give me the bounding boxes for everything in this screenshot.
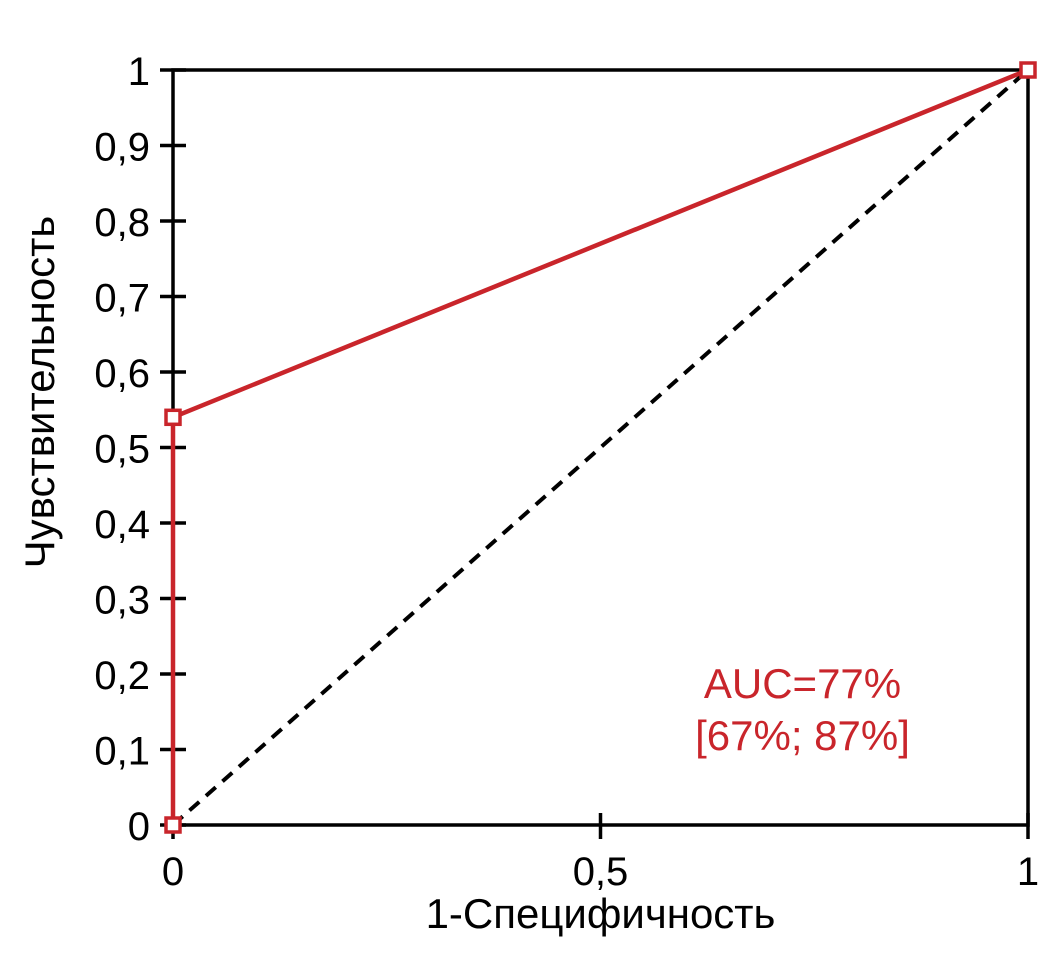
y-tick-label: 0 [128, 805, 150, 849]
y-axis-title: Чувствительность [16, 215, 63, 569]
roc-curve-marker [164, 408, 182, 427]
x-axis-title: 1-Специфичность [425, 890, 776, 937]
x-tick-label: 0,5 [573, 850, 629, 894]
y-tick-label: 0,5 [94, 428, 150, 472]
roc-curve-marker [1019, 61, 1037, 79]
y-tick-label: 1 [128, 50, 150, 94]
auc-value: AUC=77% [703, 660, 902, 707]
y-tick-label: 0,1 [94, 730, 150, 774]
y-tick-label: 0,8 [94, 201, 150, 245]
y-tick-label: 0,4 [94, 503, 150, 547]
y-tick-label: 0,2 [94, 654, 150, 698]
roc-curve-marker [164, 816, 182, 834]
auc-confidence-interval: [67%; 87%] [695, 712, 910, 759]
y-tick-label: 0,3 [94, 579, 150, 623]
y-tick-label: 0,9 [94, 126, 150, 170]
y-tick-label: 0,6 [94, 352, 150, 396]
x-tick-label: 1 [1017, 850, 1039, 894]
x-tick-label: 0 [162, 850, 184, 894]
reference-diagonal-line [171, 68, 1030, 827]
y-tick-label: 0,7 [94, 277, 150, 321]
auc-annotation: AUC=77% [67%; 87%] [660, 658, 945, 762]
